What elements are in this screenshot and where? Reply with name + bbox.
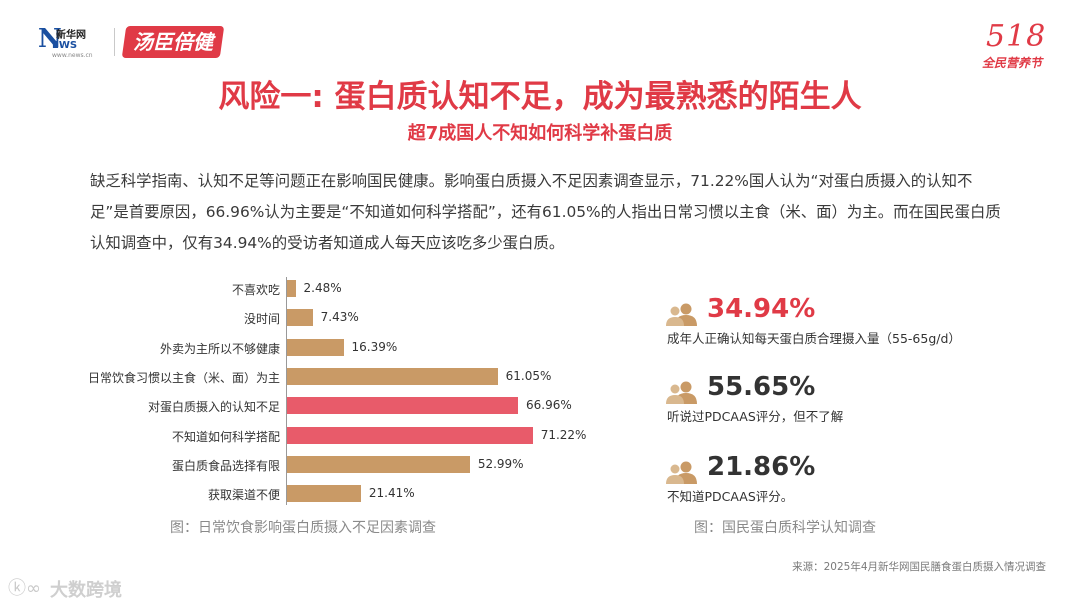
people-icon xyxy=(666,381,697,404)
category-label: 对蛋白质摄入的认知不足 xyxy=(147,400,280,415)
stat-description: 听说过PDCAAS评分，但不了解 xyxy=(667,409,844,424)
stat-item: 21.86% 不知道PDCAAS评分。 xyxy=(663,452,1023,508)
bar-value-label: 61.05% xyxy=(505,368,552,383)
bar xyxy=(287,367,498,385)
category-label: 不知道如何科学搭配 xyxy=(171,429,280,444)
bar xyxy=(287,397,518,415)
bar-value-label: 2.48% xyxy=(303,281,342,295)
bar-value-label: 66.96% xyxy=(526,398,572,413)
source-note: 来源：2025年4月新华网国民膳食蛋白质摄入情况调查 xyxy=(792,561,1046,573)
nutrition-festival-logo: 518 全民营养节 xyxy=(982,19,1047,71)
bar xyxy=(287,309,313,327)
category-label: 没时间 xyxy=(243,312,280,327)
category-label: 不喜欢吃 xyxy=(231,283,280,297)
bar-value-label: 16.39% xyxy=(351,339,398,354)
bar xyxy=(287,280,296,297)
bar xyxy=(287,426,533,444)
stats-caption: 图：国民蛋白质科学认知调查 xyxy=(694,520,876,536)
bar xyxy=(287,455,470,473)
bar-value-label: 21.41% xyxy=(368,486,415,501)
xinhuanet-logo: N 新华网 EWS www.news.cn xyxy=(38,24,93,59)
stat-value: 21.86% xyxy=(707,452,816,482)
chart-axis-line xyxy=(286,277,287,505)
bar xyxy=(287,485,361,503)
intro-paragraph: 缺乏科学指南、认知不足等问题正在影响国民健康。影响蛋白质摄入不足因素调查显示，7… xyxy=(90,172,1001,252)
by-health-logo: 汤臣倍健 xyxy=(121,26,225,58)
stat-item: 55.65% 听说过PDCAAS评分，但不了解 xyxy=(663,372,1023,428)
category-label: 获取渠道不便 xyxy=(207,488,280,503)
watermark-logo-icon: ⓚ∞ xyxy=(8,578,41,599)
category-label: 蛋白质食品选择有限 xyxy=(171,458,280,473)
category-label: 外卖为主所以不够健康 xyxy=(159,341,280,356)
category-label: 日常饮食习惯以主食（米、面）为主 xyxy=(87,370,280,385)
people-icon xyxy=(666,303,697,326)
bar-value-label: 52.99% xyxy=(477,456,524,471)
people-icon xyxy=(666,461,697,484)
page-subtitle: 超7成国人不知如何科学补蛋白质 xyxy=(407,123,673,144)
stat-value: 34.94% xyxy=(707,294,816,324)
stat-description: 不知道PDCAAS评分。 xyxy=(667,489,794,504)
chart-caption: 图：日常饮食影响蛋白质摄入不足因素调查 xyxy=(170,520,436,536)
stat-item: 34.94% 成年人正确认知每天蛋白质合理摄入量（55-65g/d） xyxy=(663,294,1023,350)
watermark: ⓚ∞ 大数跨境 xyxy=(8,574,158,604)
bar-value-label: 71.22% xyxy=(540,427,587,442)
page-title: 风险一: 蛋白质认知不足，成为最熟悉的陌生人 xyxy=(218,79,862,115)
stat-value: 55.65% xyxy=(707,372,816,402)
stat-description: 成年人正确认知每天蛋白质合理摄入量（55-65g/d） xyxy=(667,331,961,346)
bar-value-label: 7.43% xyxy=(320,310,359,325)
logo-divider xyxy=(114,28,115,56)
bar xyxy=(287,338,344,356)
